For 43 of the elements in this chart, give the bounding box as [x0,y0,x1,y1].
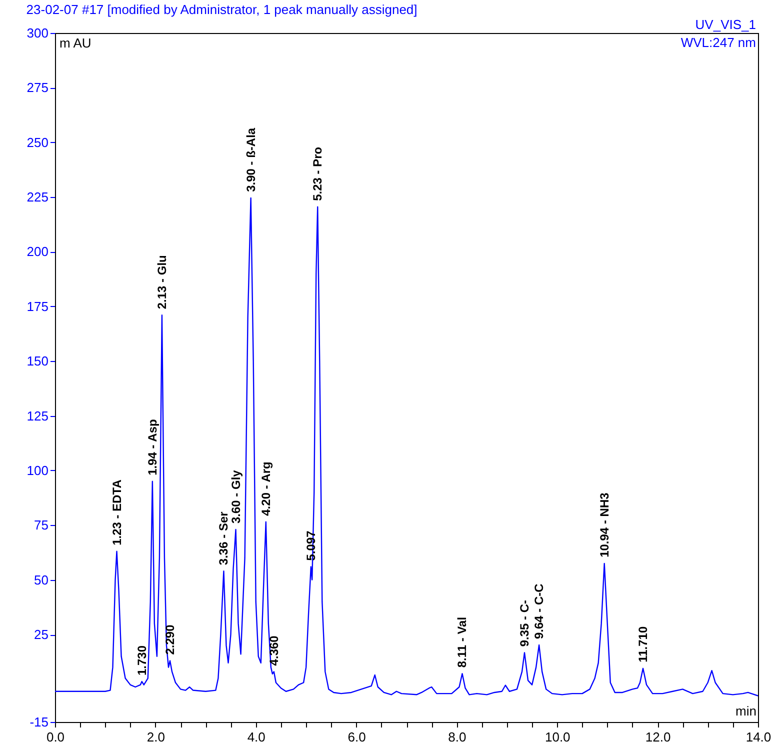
y-tick-label: 25 [34,627,48,642]
x-tick-label: 8.0 [448,730,466,744]
y-tick-label: 300 [26,26,48,40]
y-tick-label: 225 [26,190,48,205]
annotation: 4.20 - Arg [258,462,273,516]
annotation: 1.94 - Asp [145,419,160,476]
x-tick-label: 0.0 [46,730,65,744]
y-tick-label: 175 [26,298,48,314]
x-tick-label: 4.0 [247,730,266,744]
annotation: 5.23 - Pro [310,146,325,201]
annotation: 3.60 - Gly [228,470,243,524]
annotation: 3.36 - Ser [216,511,231,566]
x-axis-title: min [736,704,756,718]
x-tick-label: 6.0 [348,730,366,744]
y-tick-label: 250 [26,134,48,150]
annotation: 2.13 - Glu [154,255,169,310]
annotation: 9.35 - C- [518,600,532,647]
y-tick-label: 150 [26,354,48,369]
annotation: 2.290 [162,624,177,655]
text: UV_VIS_1 [695,17,756,32]
annotation: 8.11 - Val [455,616,470,668]
chart-title: 23-02-07 #17 [modified by Administrator, 1 peak manually assigned] [26,2,418,17]
y-tick-label: 200 [26,244,48,260]
annotation: 5.097 [304,530,318,561]
annotation: 9.64 - C-C [532,583,546,640]
annotation: 1.23 - EDTA [110,479,124,546]
y-tick-label: 75 [34,518,48,533]
x-tick-label: 12.0 [645,730,671,744]
y-tick-label: 125 [26,408,48,424]
x-tick-label: 2.0 [146,730,165,744]
x-tick-label: 14.0 [746,730,772,744]
annotation: 3.90 - ß-Ala [244,128,258,192]
x-tick-label: 10.0 [544,730,570,744]
y-tick-label: -15 [30,714,48,730]
y-axis-title: m AU [60,36,92,50]
y-tick-label: 275 [26,80,48,96]
annotation: 4.360 [266,635,281,666]
annotation: 10.94 - NH3 [597,492,612,558]
y-tick-label: 100 [26,462,48,478]
annotation: 11.710 [636,626,650,662]
annotation: 1.730 [134,645,149,676]
annotation: WVL:247 nm [680,35,756,50]
y-tick-label: 50 [34,572,48,588]
